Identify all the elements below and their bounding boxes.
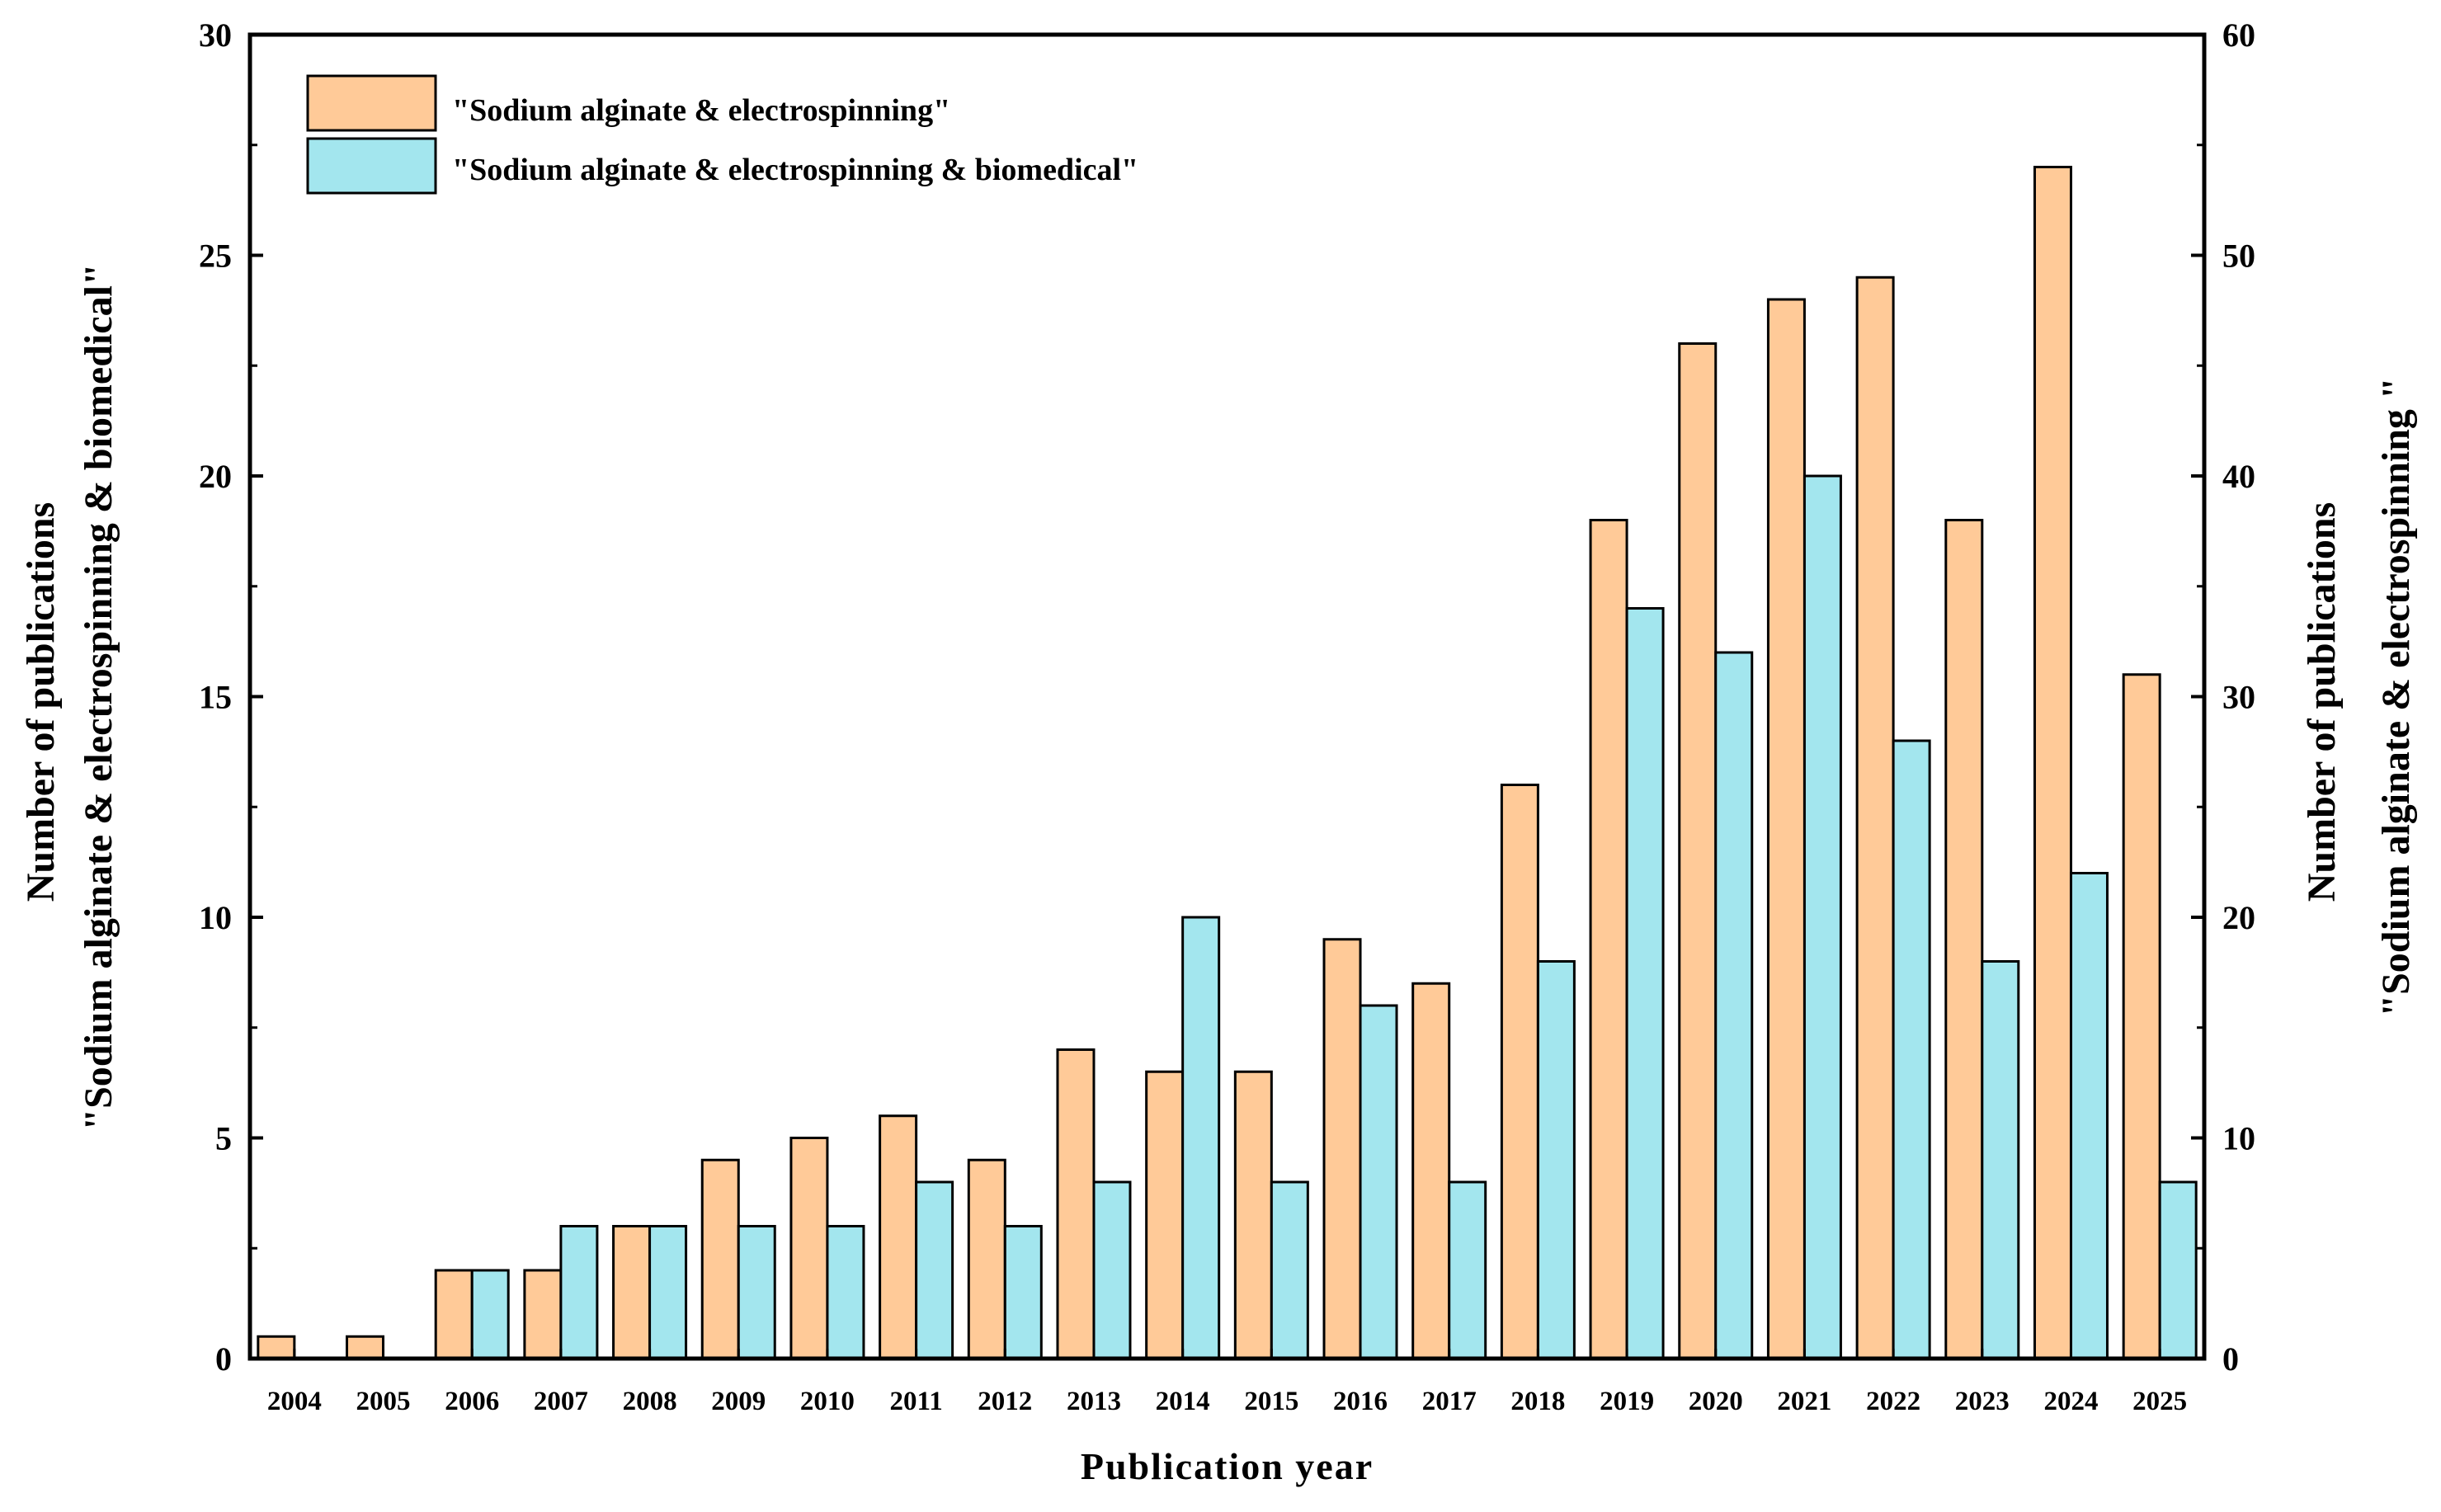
bar-electrospinning-2012	[967, 1158, 1006, 1360]
x-tick-label-2020: 2020	[1689, 1387, 1743, 1416]
y-right-tick-label: 50	[2222, 238, 2255, 275]
legend-label-biomedical: "Sodium alginate & electrospinning & bio…	[452, 153, 1138, 187]
bars-group	[257, 166, 2198, 1360]
legend-label-electrospinning: "Sodium alginate & electrospinning"	[452, 93, 950, 128]
legend-swatch-biomedical	[306, 137, 437, 195]
y-axis-left-title: Number of publications "Sodium alginate …	[19, 263, 120, 1130]
x-tick-label-2018: 2018	[1510, 1387, 1565, 1416]
bar-electrospinning-2005	[346, 1335, 385, 1360]
bar-biomedical-2019	[1625, 607, 1665, 1360]
y-axis-right-title: Number of publications "Sodium alginate …	[2300, 377, 2418, 1016]
bar-biomedical-2017	[1448, 1180, 1487, 1360]
x-tick-label-2008: 2008	[623, 1387, 677, 1416]
x-tick-label-2007: 2007	[534, 1387, 588, 1416]
x-tick-label-2009: 2009	[711, 1387, 766, 1416]
bar-biomedical-2007	[559, 1225, 599, 1360]
x-tick-label-2012: 2012	[978, 1387, 1032, 1416]
y-right-tick-label: 40	[2222, 458, 2255, 495]
x-tick-label-2013: 2013	[1067, 1387, 1121, 1416]
bar-electrospinning-2007	[523, 1269, 563, 1360]
y-left-tick-label: 20	[199, 458, 232, 495]
x-tick-label-2023: 2023	[1955, 1387, 2010, 1416]
bar-electrospinning-2021	[1766, 298, 1806, 1360]
bar-biomedical-2014	[1181, 916, 1221, 1360]
bar-biomedical-2023	[1981, 960, 2020, 1360]
bar-biomedical-2008	[648, 1225, 688, 1360]
x-tick-label-2016: 2016	[1333, 1387, 1388, 1416]
bar-biomedical-2010	[826, 1225, 865, 1360]
bar-electrospinning-2011	[879, 1114, 918, 1360]
bar-biomedical-2018	[1536, 960, 1576, 1360]
bar-electrospinning-2009	[700, 1158, 740, 1360]
bar-biomedical-2015	[1270, 1180, 1309, 1360]
bar-biomedical-2021	[1802, 474, 1842, 1360]
y-left-tick-label: 30	[199, 16, 232, 54]
bar-electrospinning-2018	[1500, 784, 1539, 1360]
legend-swatch-electrospinning	[306, 74, 437, 132]
bar-biomedical-2012	[1003, 1225, 1043, 1360]
bar-biomedical-2013	[1092, 1180, 1132, 1360]
y-left-tick-label: 25	[199, 238, 232, 275]
bar-electrospinning-2010	[789, 1137, 829, 1360]
axis-ticks: 0 5 10 15 20 25 30 0 10 20 30 40 50 60	[199, 16, 2255, 1378]
bar-biomedical-2020	[1714, 651, 1754, 1360]
y-axis-left-title-line2: "Sodium alginate & electrospinning & bio…	[77, 263, 120, 1130]
bar-electrospinning-2025	[2122, 673, 2161, 1360]
x-tick-label-2017: 2017	[1422, 1387, 1477, 1416]
bar-biomedical-2009	[737, 1225, 776, 1360]
bar-electrospinning-2004	[257, 1335, 296, 1360]
x-tick-label-2010: 2010	[800, 1387, 855, 1416]
bar-electrospinning-2024	[2033, 166, 2072, 1360]
x-tick-label-2011: 2011	[890, 1387, 943, 1416]
x-tick-label-2019: 2019	[1600, 1387, 1654, 1416]
y-right-tick-label: 30	[2222, 679, 2255, 716]
x-tick-labels: 2004 2005 2006 2007 2008 2009 2010 2011 2012 2013…	[267, 1349, 2187, 1416]
x-tick-label-2024: 2024	[2043, 1387, 2098, 1416]
y-right-tick-label: 0	[2222, 1340, 2239, 1378]
bar-biomedical-2006	[470, 1269, 510, 1360]
bar-electrospinning-2006	[434, 1269, 474, 1360]
bar-electrospinning-2013	[1056, 1048, 1096, 1360]
bar-electrospinning-2019	[1589, 519, 1628, 1360]
y-right-tick-label: 10	[2222, 1120, 2255, 1157]
bar-biomedical-2016	[1359, 1004, 1398, 1360]
x-tick-label-2022: 2022	[1866, 1387, 1920, 1416]
y-right-tick-label: 60	[2222, 16, 2255, 54]
x-tick-label-2014: 2014	[1156, 1387, 1210, 1416]
x-tick-label-2015: 2015	[1244, 1387, 1298, 1416]
y-axis-left-title-line1: Number of publications	[19, 502, 63, 902]
x-tick-label-2004: 2004	[267, 1387, 322, 1416]
bar-electrospinning-2023	[1944, 519, 1984, 1360]
bar-biomedical-2025	[2158, 1180, 2198, 1360]
bar-electrospinning-2015	[1233, 1070, 1273, 1360]
x-tick-label-2021: 2021	[1777, 1387, 1831, 1416]
x-tick-label-2006: 2006	[445, 1387, 499, 1416]
bar-electrospinning-2016	[1322, 938, 1362, 1360]
bar-electrospinning-2008	[612, 1225, 652, 1360]
legend: "Sodium alginate & electrospinning" "Sod…	[306, 74, 1138, 195]
y-right-tick-label: 20	[2222, 899, 2255, 936]
bar-biomedical-2011	[915, 1180, 954, 1360]
bar-biomedical-2022	[1892, 739, 1931, 1360]
y-axis-right-title-line1: Number of publications	[2300, 502, 2344, 902]
x-tick-label-2025: 2025	[2132, 1387, 2187, 1416]
x-tick-label-2005: 2005	[356, 1387, 411, 1416]
bar-electrospinning-2020	[1678, 342, 1718, 1360]
y-left-tick-label: 10	[199, 899, 232, 936]
y-left-tick-label: 0	[215, 1340, 232, 1378]
bar-electrospinning-2014	[1145, 1070, 1185, 1360]
y-axis-right-title-line2: "Sodium alginate & electrospinning "	[2374, 377, 2418, 1016]
bar-electrospinning-2022	[1855, 276, 1895, 1360]
bar-biomedical-2024	[2069, 872, 2109, 1360]
bar-electrospinning-2017	[1411, 982, 1451, 1360]
x-axis-title: Publication year	[1081, 1445, 1374, 1487]
y-left-tick-label: 5	[215, 1120, 232, 1157]
y-left-tick-label: 15	[199, 679, 232, 716]
